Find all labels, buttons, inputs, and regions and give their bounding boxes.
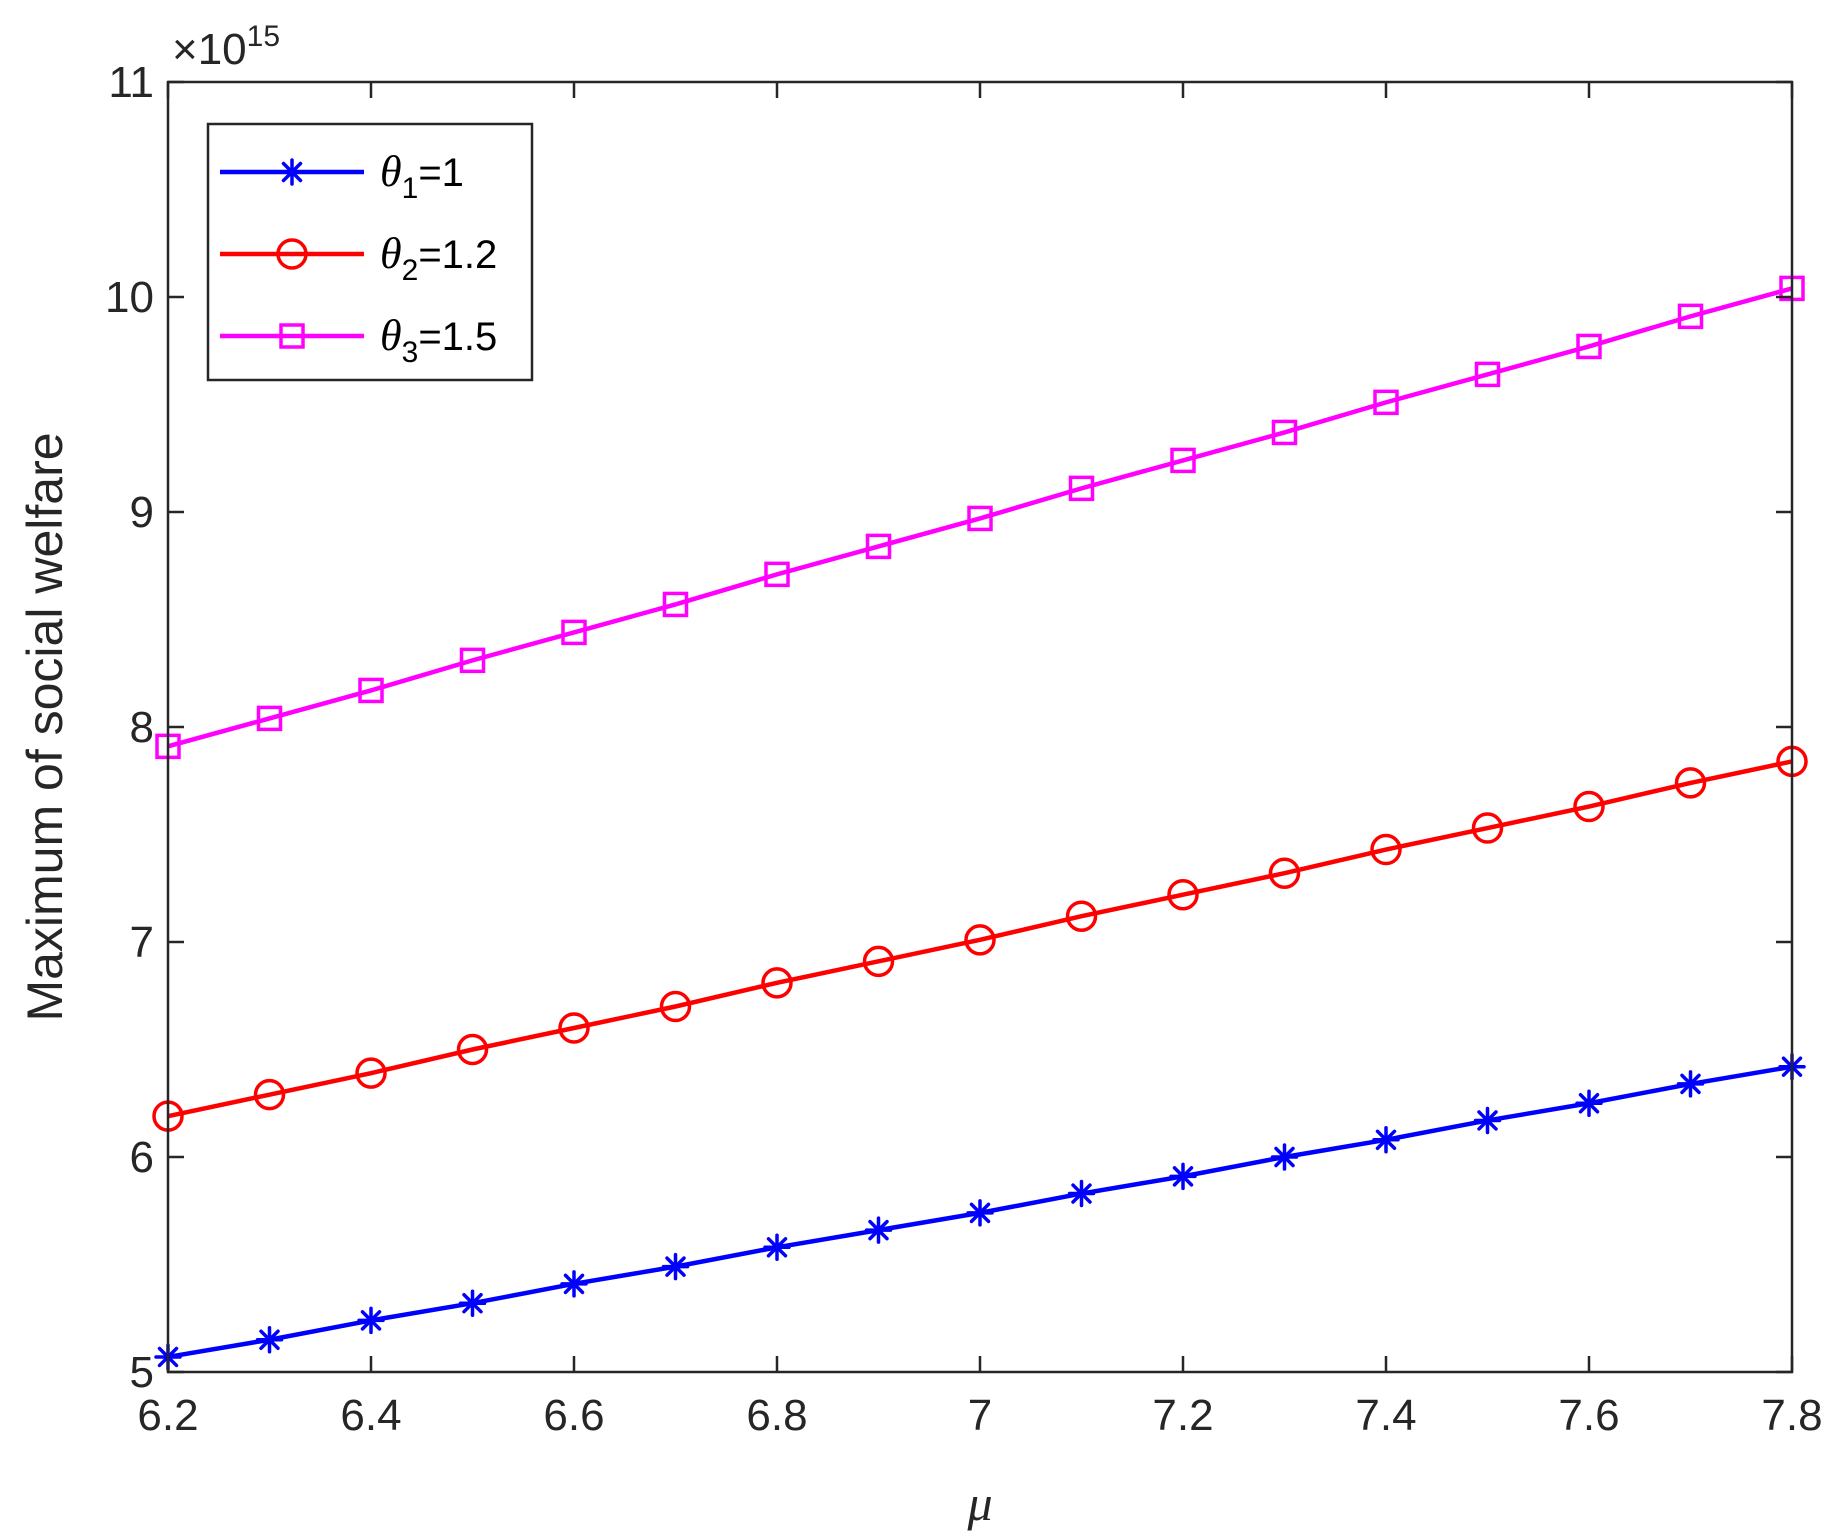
data-point <box>255 1326 284 1354</box>
series-line <box>167 286 1793 749</box>
data-point <box>1370 833 1402 866</box>
x-tick-label: 7 <box>968 1391 992 1440</box>
y-tick-label: 9 <box>130 488 154 537</box>
data-point <box>761 967 793 999</box>
data-point <box>1473 1106 1502 1135</box>
tick-layer: 6.2 6.4 6.6 6.8 7 7.2 7.4 7.6 7.8 5 6 7 8 9 10 11 <box>105 58 1823 1440</box>
y-tick-label: 8 <box>130 703 154 752</box>
x-tick-label: 7.4 <box>1355 1391 1416 1440</box>
data-point <box>1474 361 1501 388</box>
data-point <box>560 1270 588 1298</box>
data-point <box>561 619 587 646</box>
legend-entry-1: θ1=1 <box>220 147 464 205</box>
data-point <box>1268 857 1301 889</box>
data-point <box>1677 303 1704 330</box>
legend-marker <box>279 323 305 349</box>
data-point <box>558 1012 590 1044</box>
series-2 <box>152 745 1808 1132</box>
data-point <box>966 1199 994 1227</box>
data-point <box>1271 419 1298 446</box>
x-tick-label: 6.6 <box>543 1391 604 1440</box>
data-point <box>1270 1143 1299 1171</box>
data-point <box>1676 1070 1705 1098</box>
data-point <box>256 705 283 732</box>
y-tick-label: 6 <box>130 1133 154 1182</box>
x-tick-label: 6.4 <box>340 1391 401 1440</box>
data-point <box>967 505 993 532</box>
legend-marker <box>278 158 306 186</box>
data-point <box>764 561 790 588</box>
legend-entry-3: θ3=1.5 <box>220 311 497 369</box>
data-point <box>862 945 895 978</box>
data-point <box>456 1033 489 1066</box>
series-1 <box>154 1052 1806 1371</box>
x-tick-label: 6.2 <box>137 1391 198 1440</box>
data-point <box>763 1233 791 1262</box>
data-point <box>358 677 384 704</box>
y-axis-label: Maximum of social welfare <box>17 432 73 1021</box>
data-point <box>864 1216 893 1244</box>
y-tick-label: 7 <box>130 918 154 967</box>
x-tick-label: 6.8 <box>746 1391 807 1440</box>
x-axis-label: μ <box>966 1475 992 1531</box>
data-point <box>964 924 996 956</box>
data-point <box>1575 1089 1603 1117</box>
data-point <box>1373 389 1399 416</box>
legend: θ1=1 θ2=1.2 θ3=1.5 <box>206 122 534 382</box>
data-point <box>1067 1179 1096 1208</box>
y-tick-label: 10 <box>105 273 154 322</box>
y-exponent-label: ×1015 <box>172 20 280 74</box>
data-point <box>459 647 486 674</box>
data-point <box>659 990 692 1023</box>
data-point <box>253 1078 286 1111</box>
legend-entry-2: θ2=1.2 <box>220 229 497 287</box>
data-point <box>1170 447 1196 474</box>
legend-label: θ3=1.5 <box>380 311 497 369</box>
data-point <box>1674 767 1707 799</box>
x-tick-label: 7.8 <box>1761 1391 1822 1440</box>
data-point <box>1068 475 1095 502</box>
series-line <box>167 759 1793 1119</box>
legend-label: θ2=1.2 <box>380 229 497 287</box>
y-tick-label: 5 <box>130 1348 154 1397</box>
data-point <box>458 1289 487 1317</box>
y-tick-label: 11 <box>108 58 154 107</box>
data-point <box>661 1252 690 1281</box>
data-point <box>1065 900 1098 932</box>
x-tick-label: 7.2 <box>1152 1391 1213 1440</box>
legend-label: θ1=1 <box>380 147 464 205</box>
data-point <box>355 1057 387 1089</box>
data-point <box>357 1306 385 1335</box>
x-tick-label: 7.6 <box>1558 1391 1619 1440</box>
data-point <box>1573 790 1605 823</box>
data-point <box>662 591 689 618</box>
data-point <box>1167 878 1199 911</box>
data-point <box>1471 812 1504 844</box>
data-point <box>1576 333 1602 360</box>
data-point <box>1372 1126 1400 1154</box>
legend-marker <box>276 238 308 270</box>
data-point <box>865 533 892 560</box>
data-point <box>1169 1162 1197 1191</box>
